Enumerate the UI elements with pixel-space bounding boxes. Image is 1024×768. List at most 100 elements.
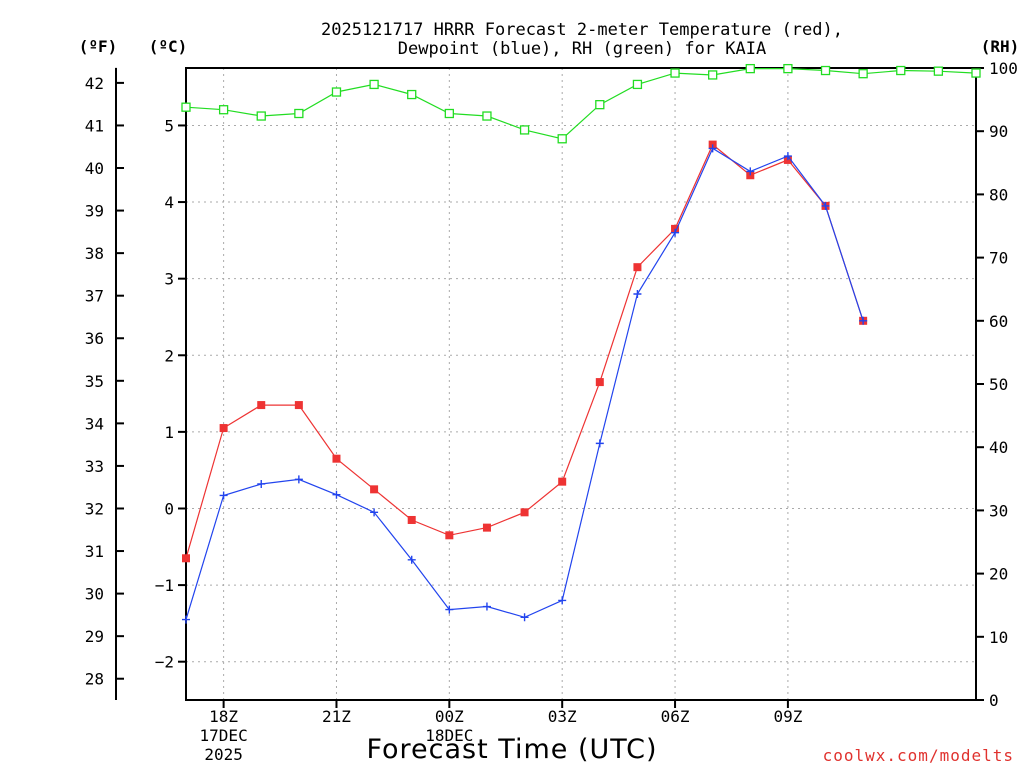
- rh-point: [595, 100, 605, 110]
- fahrenheit-tick-label: 39: [85, 202, 104, 221]
- temperature-point: [219, 424, 228, 433]
- chart-title-line2: Dewpoint (blue), RH (green) for KAIA: [398, 39, 766, 59]
- temperature-point: [595, 378, 604, 387]
- dewpoint-point: [671, 228, 680, 237]
- celsius-tick-label: 0: [164, 499, 174, 518]
- dewpoint-point: [633, 289, 642, 298]
- fahrenheit-tick-label: 41: [85, 116, 104, 135]
- fahrenheit-tick-label: 31: [85, 542, 104, 561]
- plot-frame: [185, 67, 977, 701]
- dewpoint-point: [783, 152, 792, 161]
- rh-point: [708, 70, 718, 80]
- rh-tick-label: 30: [989, 501, 1008, 520]
- rh-tick-label: 0: [989, 691, 999, 710]
- fahrenheit-tick-label: 37: [85, 287, 104, 306]
- rh-point: [482, 111, 492, 121]
- dewpoint-point: [558, 596, 567, 605]
- x-tick-date: 17DEC: [200, 726, 248, 745]
- temperature-point: [182, 554, 190, 563]
- temperature-point: [407, 515, 416, 524]
- fahrenheit-tick-label: 38: [85, 244, 104, 263]
- rh-tick-label: 50: [989, 375, 1008, 394]
- rh-tick-label: 20: [989, 565, 1008, 584]
- dewpoint-point: [746, 167, 755, 176]
- dewpoint-point: [257, 479, 266, 488]
- rh-point: [632, 79, 643, 90]
- chart-title-line1: 2025121717 HRRR Forecast 2-meter Tempera…: [321, 20, 843, 40]
- fahrenheit-tick-label: 42: [85, 74, 104, 93]
- temperature-point: [332, 454, 341, 463]
- gridlines: [186, 68, 976, 700]
- x-tick-label: 09Z: [773, 707, 802, 726]
- fahrenheit-tick-label: 29: [85, 627, 104, 646]
- rh-point: [933, 66, 944, 76]
- x-tick-date: 18DEC: [425, 726, 473, 745]
- dewpoint-point: [482, 602, 491, 611]
- celsius-tick-label: 1: [164, 423, 174, 442]
- x-tick-label: 21Z: [322, 707, 351, 726]
- dewpoint-point: [821, 201, 830, 210]
- celsius-tick-label: −1: [155, 576, 174, 595]
- x-tick-label: 18Z: [209, 707, 238, 726]
- rh-tick-label: 40: [989, 438, 1008, 457]
- dewpoint-point: [219, 491, 228, 500]
- credit-text: coolwx.com/modelts: [823, 746, 1014, 765]
- temperature-point: [633, 263, 642, 272]
- fahrenheit-axis-unit: (ºF): [79, 37, 118, 56]
- rh-point: [557, 134, 567, 144]
- axes: 282930313233343536373839404142−2−1012345…: [85, 59, 1018, 710]
- series-dewpoint: [182, 144, 868, 624]
- rh-point: [294, 108, 304, 119]
- rh-point: [369, 79, 379, 90]
- fahrenheit-tick-label: 30: [85, 585, 104, 604]
- dewpoint-point: [370, 508, 379, 517]
- temperature-line: [185, 143, 864, 559]
- rh-point: [971, 68, 981, 78]
- dewpoint-point: [859, 316, 868, 325]
- series-rh: [181, 63, 981, 144]
- temperature-point: [445, 531, 454, 540]
- rh-point: [858, 69, 868, 79]
- rh-tick-label: 80: [989, 185, 1008, 204]
- celsius-tick-label: 4: [164, 193, 174, 212]
- series-temperature: [182, 140, 868, 563]
- celsius-axis-unit: (ºC): [149, 37, 188, 56]
- x-axis-label: Forecast Time (UTC): [366, 734, 657, 765]
- celsius-tick-label: 2: [164, 346, 174, 365]
- celsius-tick-label: 3: [164, 270, 174, 289]
- celsius-tick-label: 5: [164, 116, 174, 135]
- dewpoint-point: [294, 475, 303, 484]
- rh-tick-label: 90: [989, 122, 1008, 141]
- dewpoint-point: [520, 613, 529, 622]
- rh-point: [256, 111, 266, 121]
- temperature-point: [482, 523, 491, 532]
- rh-point: [896, 65, 906, 76]
- rh-line: [185, 67, 977, 140]
- fahrenheit-tick-label: 36: [85, 329, 104, 348]
- fahrenheit-tick-label: 40: [85, 159, 104, 178]
- x-tick-year: 2025: [204, 745, 243, 764]
- temperature-point: [370, 485, 379, 494]
- rh-tick-label: 70: [989, 249, 1008, 268]
- rh-axis-unit: (RH): [981, 37, 1020, 56]
- rh-point: [218, 105, 229, 115]
- temperature-point: [520, 508, 529, 517]
- dewpoint-line: [185, 147, 864, 620]
- rh-point: [745, 63, 755, 74]
- dewpoint-point: [332, 490, 341, 499]
- temperature-point: [558, 477, 567, 486]
- dewpoint-point: [708, 144, 717, 153]
- rh-point: [331, 87, 342, 97]
- x-tick-label: 03Z: [548, 707, 577, 726]
- rh-point: [820, 65, 831, 76]
- dewpoint-point: [445, 605, 454, 614]
- rh-tick-label: 60: [989, 312, 1008, 331]
- temperature-point: [294, 401, 303, 410]
- fahrenheit-tick-label: 33: [85, 457, 104, 476]
- rh-tick-label: 10: [989, 628, 1008, 647]
- fahrenheit-tick-label: 28: [85, 670, 104, 689]
- rh-point: [181, 102, 191, 112]
- rh-point: [519, 125, 530, 135]
